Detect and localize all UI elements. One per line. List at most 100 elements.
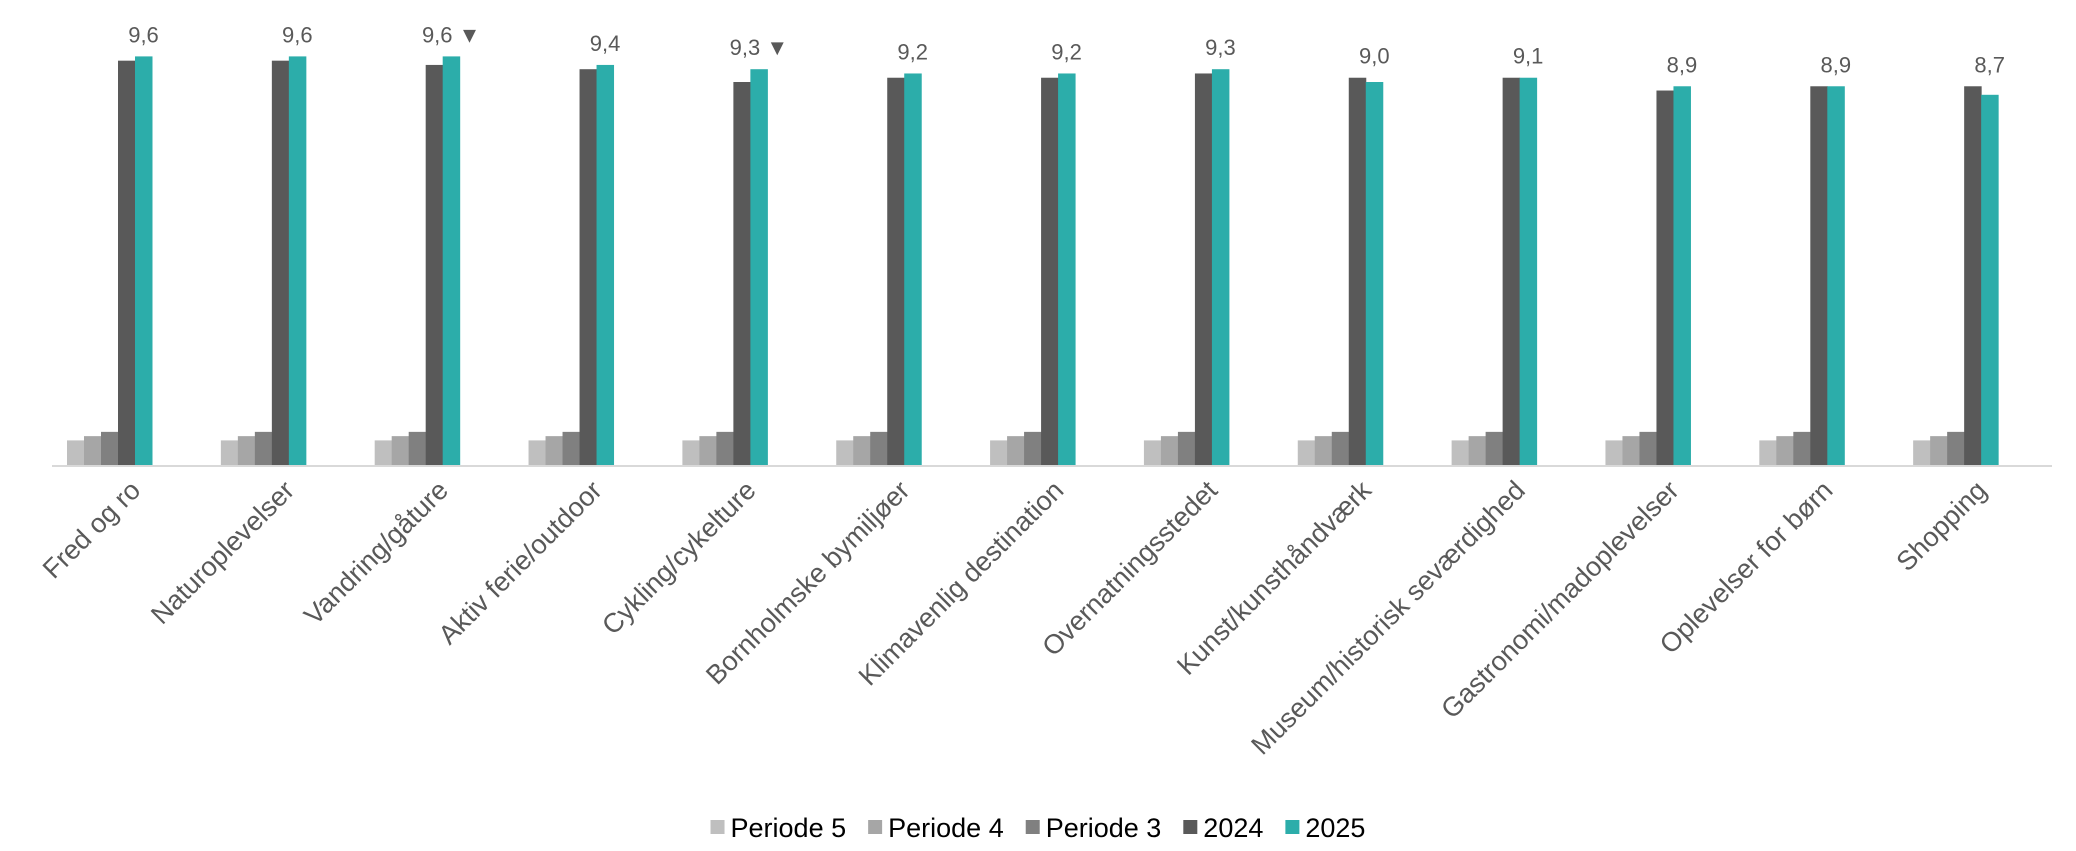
bar-periode-4 <box>699 436 717 466</box>
bars-group <box>67 56 1999 467</box>
bar-2024 <box>887 77 905 466</box>
bar-periode-4 <box>1160 436 1179 466</box>
data-label: 9,0 <box>1359 44 1390 69</box>
x-tick-label: Shopping <box>1890 475 1992 577</box>
bar-2025 <box>1827 86 1845 467</box>
category-labels-group: Fred og roNaturoplevelserVandring/gåture… <box>37 475 1992 761</box>
bar-periode-4 <box>1930 436 1948 466</box>
bar-periode-3 <box>1177 431 1196 466</box>
bar-periode-3 <box>1331 431 1350 466</box>
x-tick-label: Naturoplevelser <box>145 475 300 630</box>
data-label: 9,6 <box>128 22 159 47</box>
legend-label: Periode 4 <box>888 813 1004 843</box>
data-label: 8,7 <box>1974 52 2005 77</box>
bar-periode-5 <box>1297 440 1316 466</box>
bar-periode-4 <box>84 436 102 466</box>
bar-2024 <box>1348 77 1367 466</box>
bar-periode-5 <box>682 440 700 466</box>
legend-label: 2025 <box>1305 813 1365 843</box>
bar-2024 <box>579 69 598 466</box>
x-tick-label: Cykling/cykelture <box>596 475 762 641</box>
bar-periode-5 <box>1605 440 1623 466</box>
bar-2025 <box>288 56 307 467</box>
bar-2025 <box>1519 77 1538 466</box>
bar-2024 <box>425 64 444 467</box>
legend-label: 2024 <box>1203 813 1263 843</box>
bar-2025 <box>750 69 768 466</box>
bar-periode-4 <box>545 436 564 466</box>
bar-periode-5 <box>836 440 854 466</box>
bar-periode-4 <box>1468 436 1487 466</box>
bar-periode-3 <box>1947 431 1965 466</box>
legend-swatch <box>868 820 883 834</box>
data-label: 9,6 ▼ <box>422 22 480 47</box>
bar-2025 <box>1211 69 1230 466</box>
data-label: 8,9 <box>1821 52 1852 77</box>
bar-periode-3 <box>101 431 119 466</box>
bar-2024 <box>271 60 290 467</box>
legend-label: Periode 5 <box>731 813 847 843</box>
bar-periode-5 <box>220 440 239 466</box>
bar-2025 <box>1365 82 1384 466</box>
data-label: 9,1 <box>1513 44 1544 69</box>
bar-2024 <box>1810 86 1828 467</box>
x-tick-label: Vandring/gåture <box>298 475 454 631</box>
data-label: 9,3 <box>1205 35 1236 60</box>
data-labels-group: 9,6 9,6 9,6 ▼ 9,4 9,3 ▼ 9,2 9,2 9,3 9,0 9,1 8,9 8,9… <box>128 22 2005 77</box>
bar-periode-3 <box>1485 431 1504 466</box>
bar-2025 <box>1981 94 1999 467</box>
bar-2025 <box>904 73 922 466</box>
data-label: 9,2 <box>897 39 928 64</box>
x-tick-label: Overnatningsstedet <box>1036 475 1223 662</box>
data-label: 9,3 ▼ <box>730 35 788 60</box>
bar-2025 <box>596 64 615 467</box>
bar-periode-5 <box>1913 440 1931 466</box>
bar-periode-3 <box>1024 431 1042 466</box>
x-tick-label: Museum/historisk seværdighed <box>1245 475 1530 760</box>
bar-2024 <box>1041 77 1059 466</box>
bar-periode-5 <box>1451 440 1470 466</box>
bar-periode-4 <box>1776 436 1794 466</box>
data-label: 8,9 <box>1667 52 1698 77</box>
bar-2024 <box>118 60 136 467</box>
data-label: 9,2 <box>1051 39 1082 64</box>
bar-periode-4 <box>1622 436 1640 466</box>
bar-periode-5 <box>374 440 393 466</box>
bar-periode-5 <box>1759 440 1777 466</box>
legend: Periode 5 Periode 4 Periode 3 2024 2025 <box>710 813 1365 843</box>
bar-2024 <box>1502 77 1521 466</box>
bar-2025 <box>1058 73 1076 466</box>
bar-2024 <box>733 82 751 466</box>
bar-2024 <box>1656 90 1674 466</box>
data-label: 9,6 <box>282 22 313 47</box>
legend-label: Periode 3 <box>1046 813 1162 843</box>
bar-periode-5 <box>1143 440 1162 466</box>
x-tick-label: Oplevelser for børn <box>1654 475 1839 660</box>
bar-periode-4 <box>1007 436 1025 466</box>
bar-2025 <box>135 56 153 467</box>
bar-periode-5 <box>990 440 1008 466</box>
x-tick-label: Aktiv ferie/outdoor <box>433 475 608 650</box>
bar-2024 <box>1194 73 1213 466</box>
bar-periode-3 <box>1793 431 1811 466</box>
bar-periode-3 <box>1639 431 1657 466</box>
bar-periode-5 <box>67 440 85 466</box>
bar-periode-3 <box>254 431 273 466</box>
legend-swatch <box>1285 820 1300 834</box>
bar-periode-3 <box>870 431 888 466</box>
bar-2025 <box>1673 86 1691 467</box>
bar-periode-3 <box>716 431 734 466</box>
bar-periode-4 <box>237 436 256 466</box>
data-label: 9,4 <box>590 31 621 56</box>
x-tick-label: Fred og ro <box>37 475 146 584</box>
bar-periode-4 <box>391 436 410 466</box>
legend-swatch <box>710 820 725 834</box>
legend-swatch <box>1183 820 1198 834</box>
bar-periode-4 <box>1314 436 1333 466</box>
bar-2025 <box>442 56 461 467</box>
bar-2024 <box>1964 86 1982 467</box>
legend-swatch <box>1025 820 1040 834</box>
bar-periode-3 <box>562 431 581 466</box>
bar-periode-5 <box>528 440 547 466</box>
